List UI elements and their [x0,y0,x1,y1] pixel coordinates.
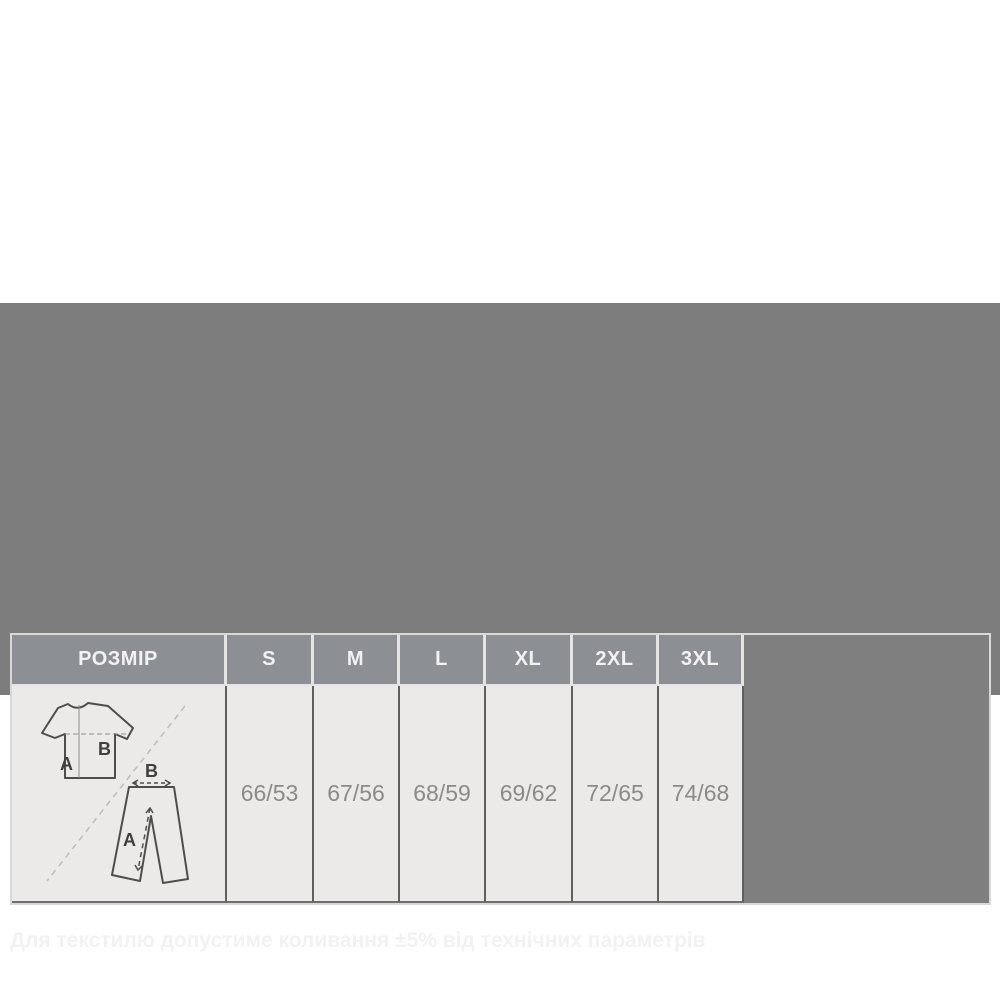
header-cell-l: L [400,635,486,686]
header-cell-2xl: 2XL [573,635,659,686]
pants-length-measure [134,806,154,872]
header-cell-3xl: 3XL [659,635,744,686]
size-value-cell-2xl: 72/65 [573,686,659,903]
size-value-cell-l: 68/59 [400,686,486,903]
size-value-cell-xl: 69/62 [486,686,573,903]
size-value-cell-s: 66/53 [227,686,314,903]
size-value-cell-m: 67/56 [314,686,400,903]
diagonal-divider-line [46,705,186,882]
pants-width-label: B [145,761,158,781]
pants-length-label: A [123,830,136,850]
measurement-diagram-cell: A B [12,686,227,903]
pants-width-measure [131,779,172,787]
shirt-width-label: B [98,739,111,759]
shirt-height-label: A [60,754,73,774]
gray-band: РОЗМІР S M L XL 2XL 3XL [0,303,1000,952]
pants-outline-icon [111,786,189,884]
garment-measurement-diagram: A B [41,702,189,884]
tshirt-outline-icon [41,702,134,779]
header-cell-m: M [314,635,400,686]
header-cell-size-label: РОЗМІР [12,635,227,686]
size-table: РОЗМІР S M L XL 2XL 3XL [12,635,744,903]
header-cell-xl: XL [486,635,573,686]
header-cell-s: S [227,635,314,686]
tolerance-note: Для текстилю допустиме коливання ±5% від… [10,929,706,952]
size-table-frame: РОЗМІР S M L XL 2XL 3XL [10,633,991,905]
size-value-cell-3xl: 74/68 [659,686,744,903]
